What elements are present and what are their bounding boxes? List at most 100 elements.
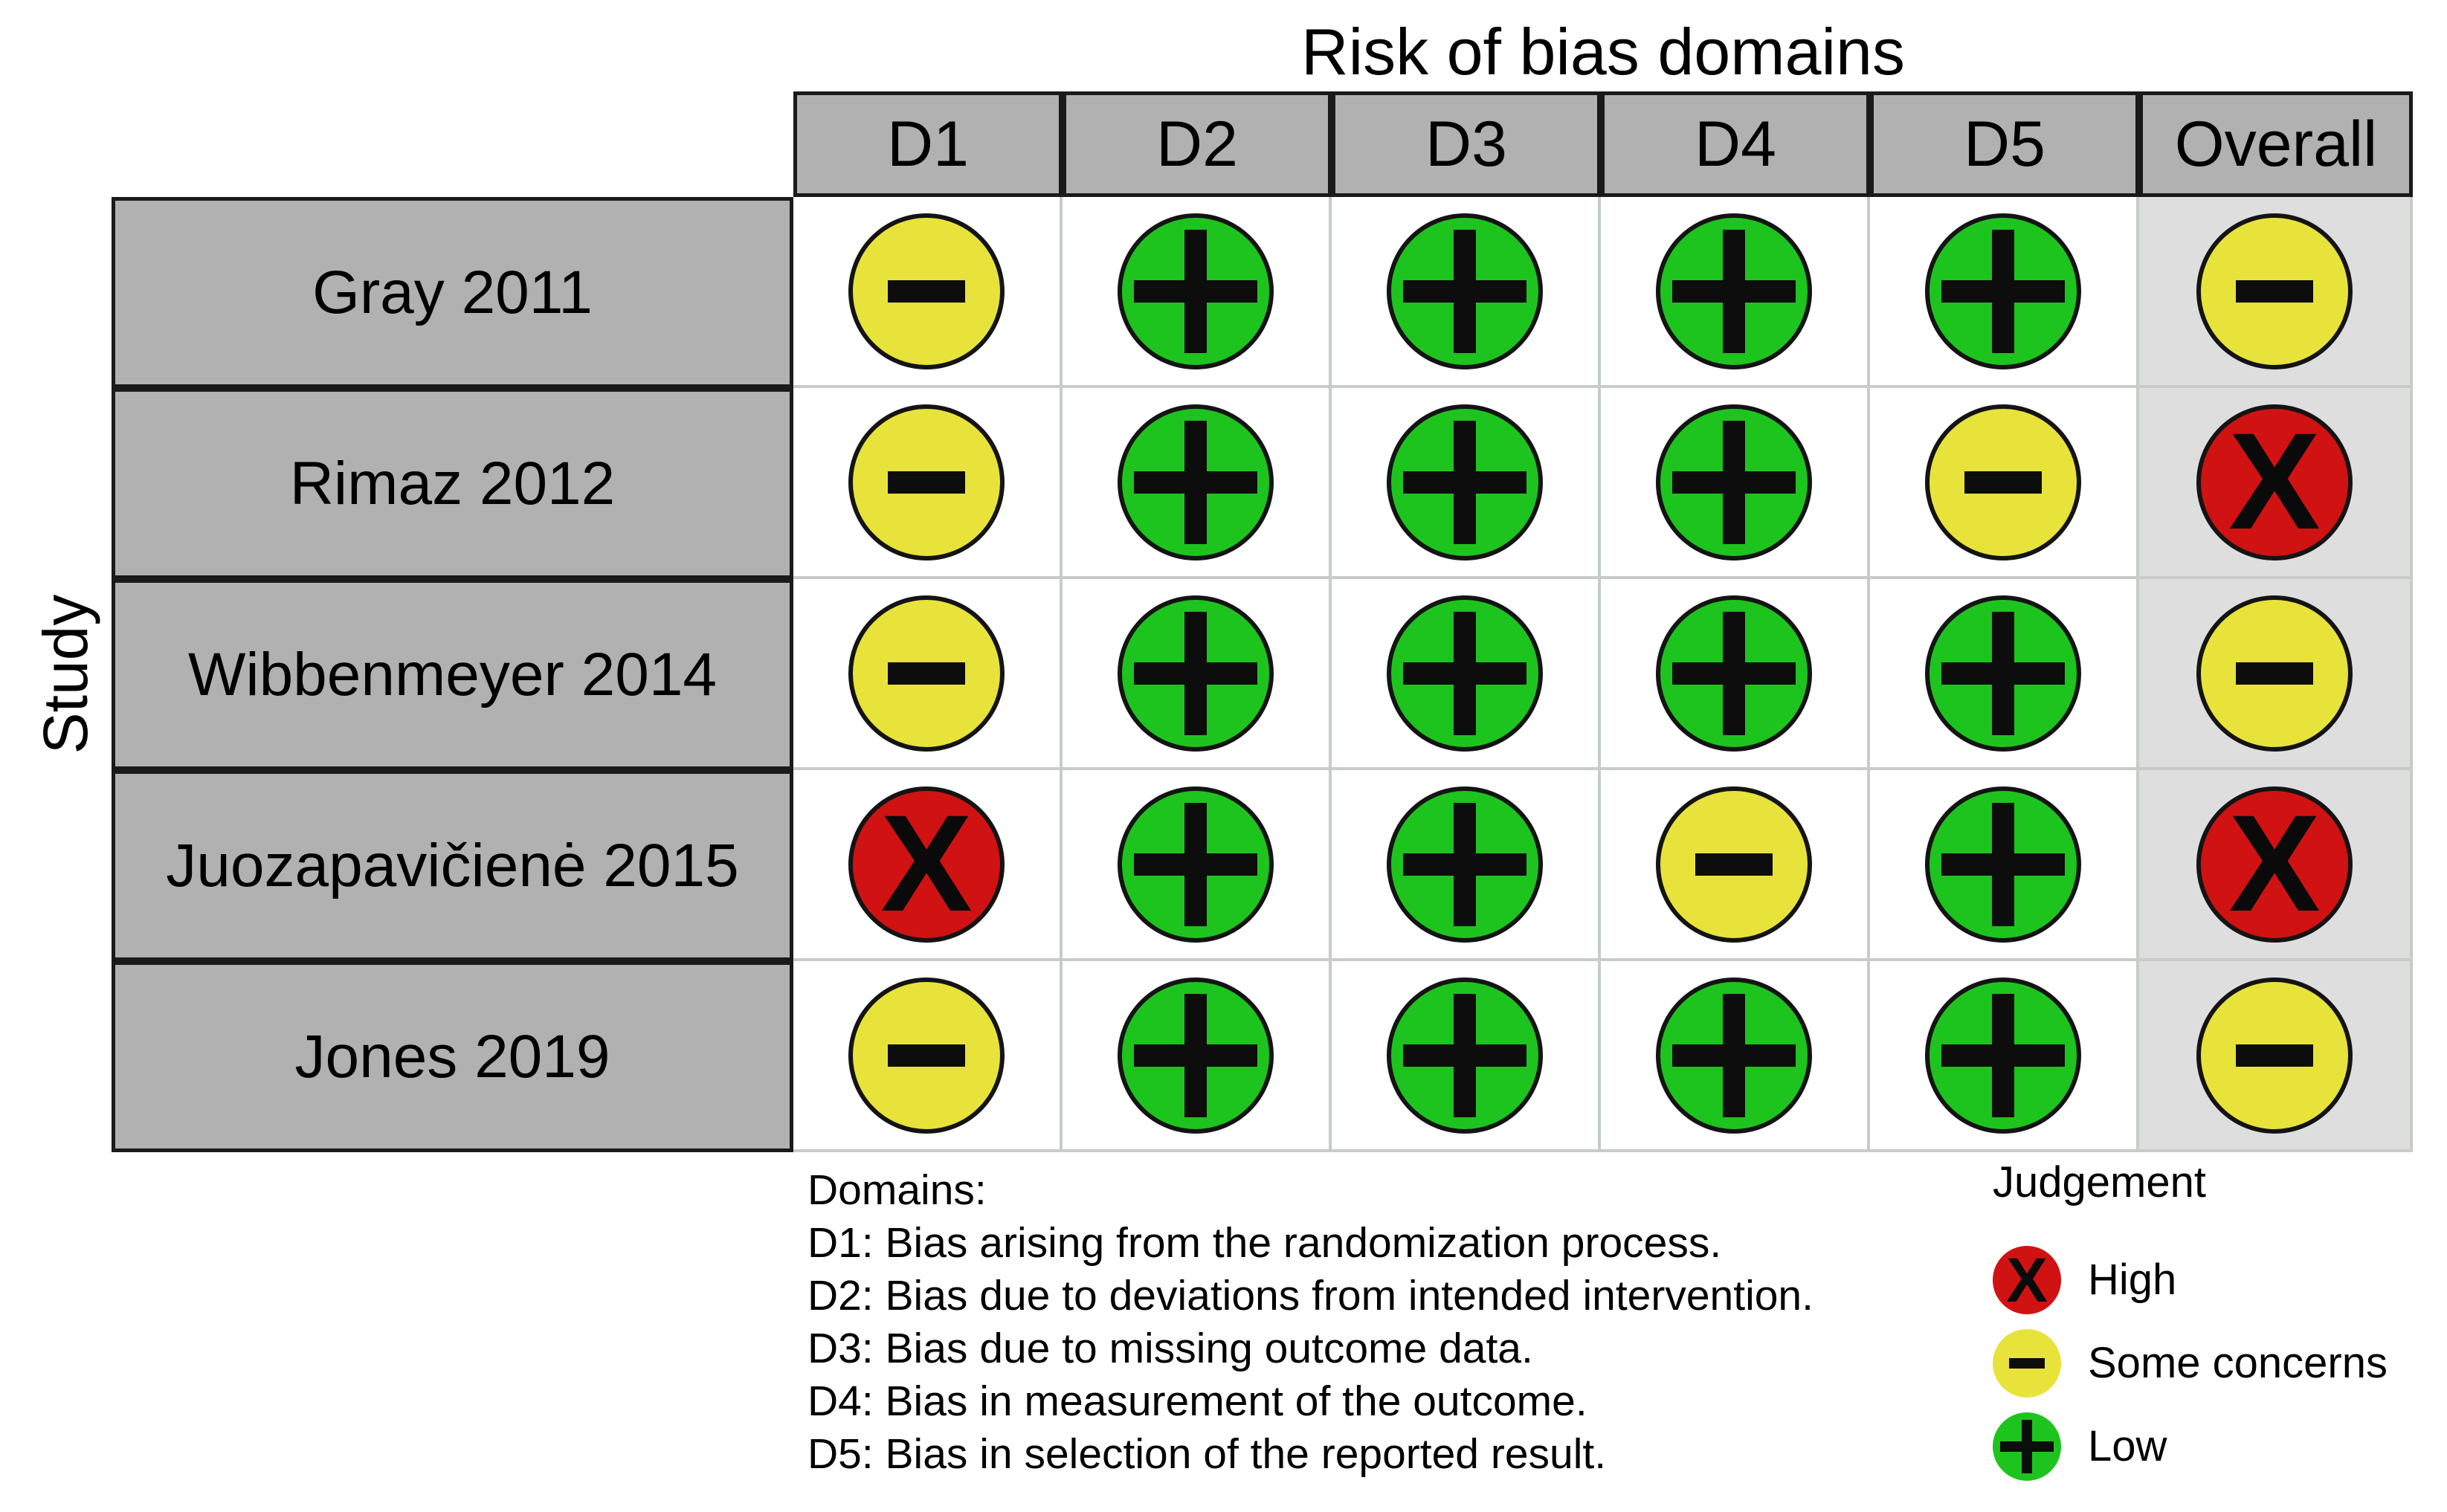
- judgement-circle-low: [1118, 213, 1274, 369]
- cell-wibbenmeyer-d2: [1063, 579, 1332, 770]
- low-risk-symbol: [1134, 611, 1257, 735]
- column-header-d2: D2: [1063, 91, 1332, 197]
- low-risk-symbol: [1941, 993, 2065, 1117]
- judgement-circle-high: X: [2196, 404, 2353, 560]
- cell-wibbenmeyer-d3: [1332, 579, 1601, 770]
- study-label: Rimaz 2012: [112, 388, 793, 579]
- judgement-circle-low: [1656, 595, 1812, 752]
- domain-note-line: D1: Bias arising from the randomization …: [807, 1219, 1722, 1267]
- legend-items: X High Some concerns Low: [1993, 1246, 2439, 1481]
- judgement-circle-high: X: [2196, 786, 2353, 943]
- legend-item-some: Some concerns: [1993, 1329, 2439, 1398]
- judgement-circle-low: [1925, 786, 2081, 943]
- legend-title: Judgement: [1993, 1158, 2206, 1206]
- some-concerns-symbol: [888, 1044, 965, 1067]
- some-concerns-symbol: [888, 471, 965, 494]
- low-risk-symbol: [1403, 420, 1526, 544]
- legend-circle-low: [1993, 1412, 2061, 1481]
- legend-circle-high: X: [1993, 1246, 2061, 1314]
- judgement-circle-some: [2196, 213, 2353, 369]
- low-risk-symbol: [1941, 229, 2065, 353]
- cell-juozapavičienė-d3: [1332, 770, 1601, 961]
- some-concerns-symbol: [2236, 662, 2313, 685]
- cell-rimaz-d5: [1870, 388, 2139, 579]
- legend-label-some: Some concerns: [2088, 1339, 2388, 1387]
- cell-gray-d4: [1601, 197, 1870, 388]
- study-label: Gray 2011: [112, 197, 793, 388]
- low-risk-symbol: [1134, 802, 1257, 926]
- legend-item-low: Low: [1993, 1412, 2439, 1481]
- judgement-circle-some: [848, 404, 1005, 560]
- some-concerns-symbol: [1964, 471, 2042, 494]
- high-risk-symbol: X: [880, 787, 973, 940]
- low-risk-symbol: [1403, 611, 1526, 735]
- judgement-circle-low: [1925, 977, 2081, 1134]
- column-header-overall: Overall: [2139, 91, 2413, 197]
- judgement-circle-low: [1387, 404, 1543, 560]
- low-risk-symbol: [1403, 993, 1526, 1117]
- judgement-circle-some: [1656, 786, 1812, 943]
- judgement-circle-low: [1925, 595, 2081, 752]
- y-axis-label-study: Study: [30, 594, 100, 755]
- legend-label-high: High: [2088, 1256, 2177, 1304]
- judgement-circle-low: [1656, 213, 1812, 369]
- column-header-d3: D3: [1332, 91, 1601, 197]
- some-concerns-symbol: [888, 662, 965, 685]
- low-risk-symbol: [1403, 802, 1526, 926]
- legend-label-low: Low: [2088, 1422, 2167, 1470]
- judgement-circle-low: [1656, 404, 1812, 560]
- low-risk-symbol: [2000, 1420, 2054, 1473]
- domains-heading: Domains:: [807, 1166, 987, 1214]
- judgement-circle-some: [848, 595, 1005, 752]
- judgement-circle-low: [1118, 977, 1274, 1134]
- high-risk-symbol: X: [2228, 405, 2321, 558]
- cell-jones-d1: [793, 961, 1063, 1152]
- low-risk-symbol: [1672, 229, 1796, 353]
- column-header-d5: D5: [1870, 91, 2139, 197]
- study-label: Wibbenmeyer 2014: [112, 579, 793, 770]
- low-risk-symbol: [1672, 611, 1796, 735]
- judgement-circle-low: [1387, 977, 1543, 1134]
- cell-rimaz-overall: X: [2139, 388, 2413, 579]
- cell-gray-d3: [1332, 197, 1601, 388]
- judgement-circle-low: [1925, 213, 2081, 369]
- cell-juozapavičienė-d2: [1063, 770, 1332, 961]
- judgement-circle-low: [1387, 786, 1543, 943]
- low-risk-symbol: [1134, 993, 1257, 1117]
- domain-note-line: D3: Bias due to missing outcome data.: [807, 1325, 1533, 1372]
- cell-juozapavičienė-d1: X: [793, 770, 1063, 961]
- low-risk-symbol: [1134, 229, 1257, 353]
- cell-jones-d3: [1332, 961, 1601, 1152]
- cell-jones-overall: [2139, 961, 2413, 1152]
- judgement-circle-some: [2196, 977, 2353, 1134]
- domain-note-line: D5: Bias in selection of the reported re…: [807, 1430, 1607, 1478]
- low-risk-symbol: [1941, 802, 2065, 926]
- judgement-circle-low: [1118, 595, 1274, 752]
- cell-gray-d2: [1063, 197, 1332, 388]
- rob-table: D1 D2 D3 D4 D5 Overall Gray 2011 Rimaz 2012 X Wib…: [112, 91, 2413, 1152]
- low-risk-symbol: [1672, 993, 1796, 1117]
- low-risk-symbol: [1134, 420, 1257, 544]
- cell-jones-d4: [1601, 961, 1870, 1152]
- cell-wibbenmeyer-d5: [1870, 579, 2139, 770]
- judgement-circle-low: [1387, 595, 1543, 752]
- high-risk-symbol: X: [2228, 787, 2321, 940]
- cell-gray-d5: [1870, 197, 2139, 388]
- low-risk-symbol: [1672, 420, 1796, 544]
- some-concerns-symbol: [2236, 1044, 2313, 1067]
- cell-rimaz-d1: [793, 388, 1063, 579]
- judgement-circle-low: [1656, 977, 1812, 1134]
- cell-rimaz-d2: [1063, 388, 1332, 579]
- cell-wibbenmeyer-overall: [2139, 579, 2413, 770]
- cell-jones-d5: [1870, 961, 2139, 1152]
- table-corner: [112, 91, 793, 197]
- low-risk-symbol: [1403, 229, 1526, 353]
- cell-wibbenmeyer-d4: [1601, 579, 1870, 770]
- cell-juozapavičienė-d4: [1601, 770, 1870, 961]
- judgement-circle-some: [1925, 404, 2081, 560]
- some-concerns-symbol: [888, 280, 965, 303]
- legend-item-high: X High: [1993, 1246, 2439, 1314]
- cell-juozapavičienė-overall: X: [2139, 770, 2413, 961]
- cell-gray-overall: [2139, 197, 2413, 388]
- cell-juozapavičienė-d5: [1870, 770, 2139, 961]
